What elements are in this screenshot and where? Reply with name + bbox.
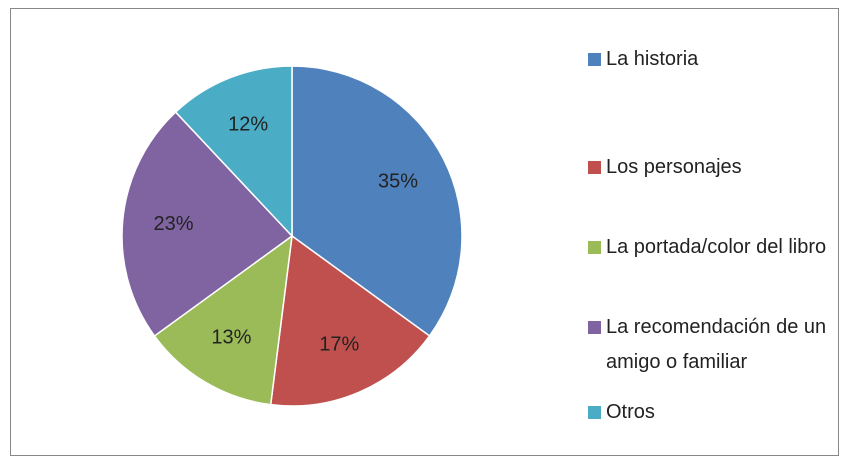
legend-item: La historia [588, 42, 833, 77]
legend-label: Los personajes [606, 156, 742, 178]
data-label: 17% [319, 333, 359, 355]
legend-swatch [588, 241, 601, 254]
pie-slice [153, 234, 293, 406]
legend-label: Otros [606, 401, 655, 423]
data-label: 13% [211, 327, 251, 349]
legend-swatch [588, 406, 601, 419]
legend-swatch [588, 321, 601, 334]
data-label: 23% [154, 213, 194, 235]
chart-frame [10, 8, 839, 456]
pie-slice [291, 65, 463, 337]
legend-label: La historia [606, 48, 699, 70]
pie-slice [174, 65, 293, 238]
data-label: 12% [228, 114, 268, 136]
legend-label: La portada/color del libro [606, 236, 827, 258]
pie-slice [121, 111, 294, 337]
legend-swatch [588, 53, 601, 66]
legend-item: La portada/color del libro [588, 230, 833, 265]
pie-slice [269, 234, 431, 407]
legend-swatch [588, 161, 601, 174]
legend-item: Otros [588, 395, 833, 430]
legend-item: La recomendación de un amigo o familiar [588, 310, 833, 380]
legend-item: Los personajes [588, 150, 833, 185]
data-label: 35% [378, 170, 418, 192]
legend-label: La recomendación de un amigo o familiar [606, 316, 827, 373]
